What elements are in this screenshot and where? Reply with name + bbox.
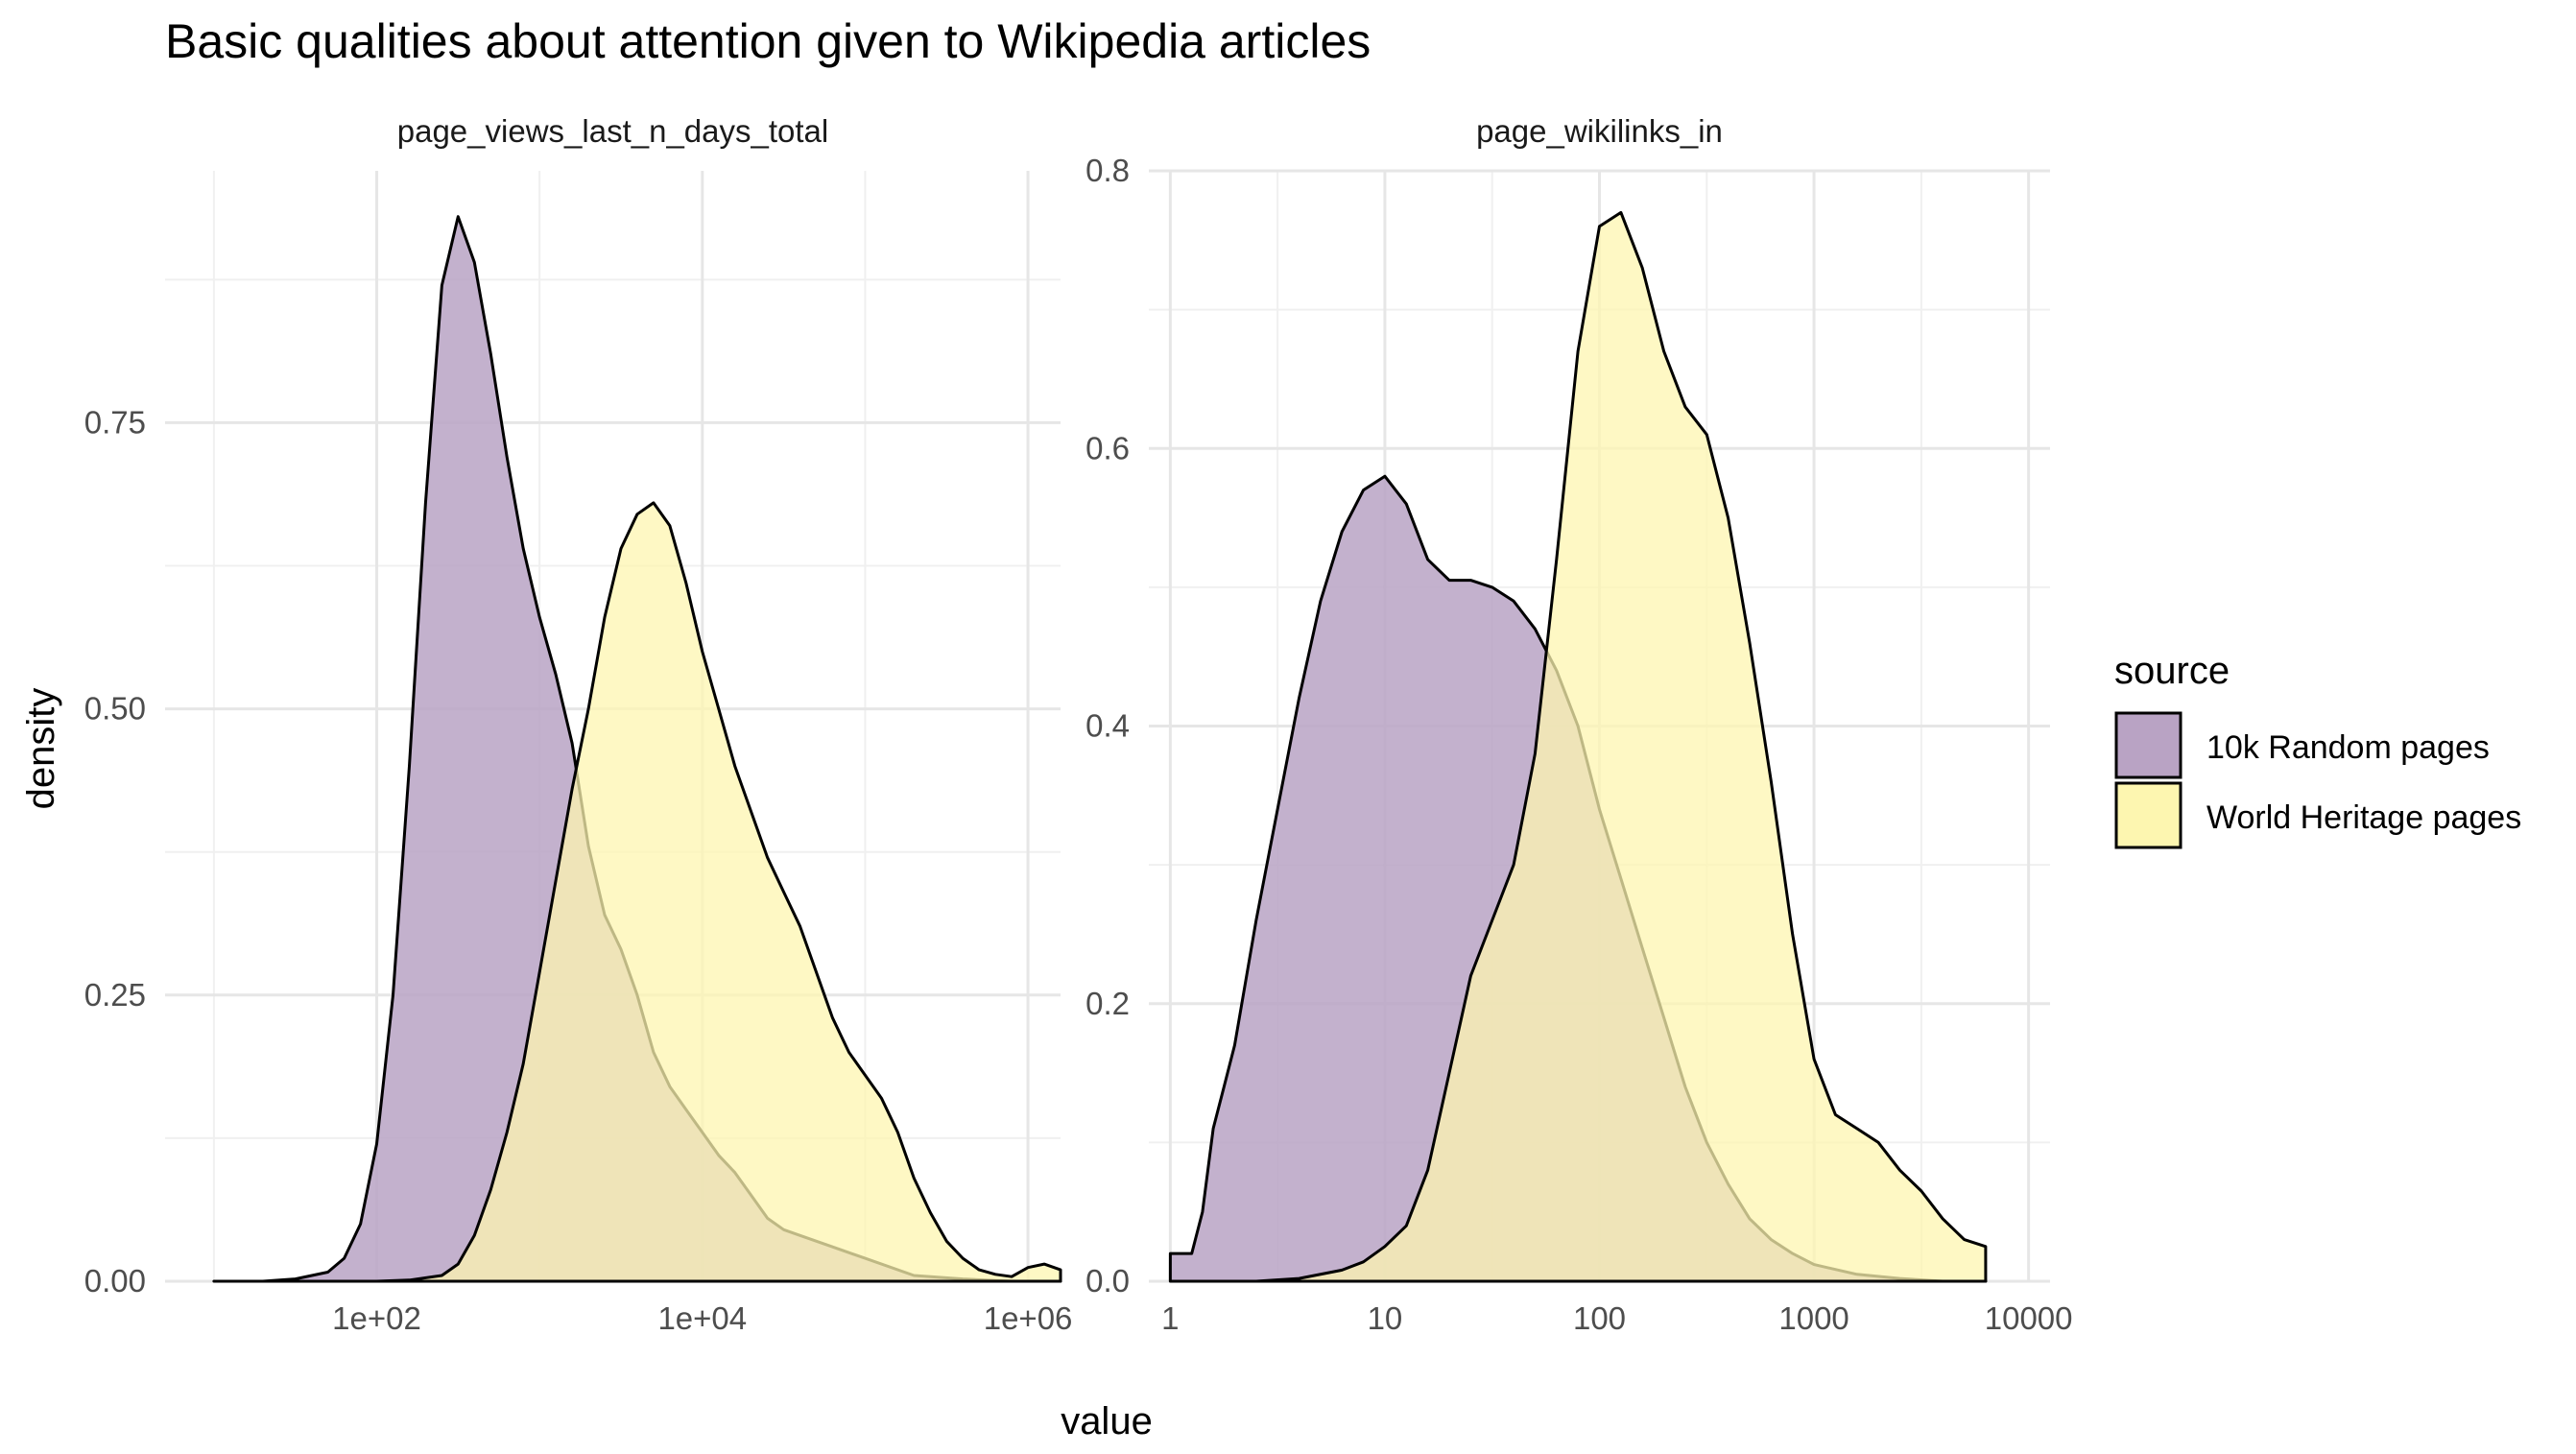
y-tick-label: 0.0 (1085, 1263, 1130, 1299)
x-tick-label: 100 (1573, 1300, 1626, 1336)
y-axis-title: density (20, 688, 62, 810)
legend-key-random (2114, 711, 2182, 779)
x-tick-label: 1e+04 (657, 1300, 747, 1336)
panel-title: page_views_last_n_days_total (397, 113, 828, 149)
legend-key-heritage (2114, 781, 2182, 849)
x-tick-label: 10000 (1985, 1300, 2073, 1336)
chart-title: Basic qualities about attention given to… (165, 14, 1371, 68)
legend: source 10k Random pages World Heritage p… (2114, 650, 2521, 849)
y-tick-label: 0.50 (84, 691, 146, 727)
y-tick-label: 0.00 (84, 1263, 146, 1299)
y-tick-label: 0.8 (1085, 153, 1130, 188)
y-tick-label: 0.6 (1085, 430, 1130, 465)
panel-title: page_wikilinks_in (1476, 113, 1723, 149)
x-tick-label: 1e+06 (984, 1300, 1073, 1336)
x-tick-label: 1000 (1778, 1300, 1849, 1336)
x-axis-title: value (1061, 1400, 1153, 1442)
density-world-heritage-pages (1254, 210, 1988, 1283)
y-tick-label: 0.4 (1085, 708, 1130, 744)
y-tick-label: 0.75 (84, 404, 146, 440)
legend-label-random: 10k Random pages (2206, 729, 2490, 766)
panel-wikilinks: page_wikilinks_in 1 10 100 1000 10000 0.0 0.2 0.… (1085, 113, 2072, 1336)
x-tick-label: 1e+02 (332, 1300, 421, 1336)
legend-label-heritage: World Heritage pages (2206, 799, 2521, 836)
density-world-heritage-pages (294, 501, 1062, 1283)
x-tick-label: 1 (1161, 1300, 1179, 1336)
x-tick-label: 10 (1368, 1300, 1403, 1336)
legend-title: source (2114, 650, 2230, 692)
y-tick-label: 0.25 (84, 977, 146, 1013)
panel-page-views: page_views_last_n_days_total 1e+02 1e+04 1e… (84, 113, 1073, 1336)
y-tick-label: 0.2 (1085, 986, 1130, 1021)
